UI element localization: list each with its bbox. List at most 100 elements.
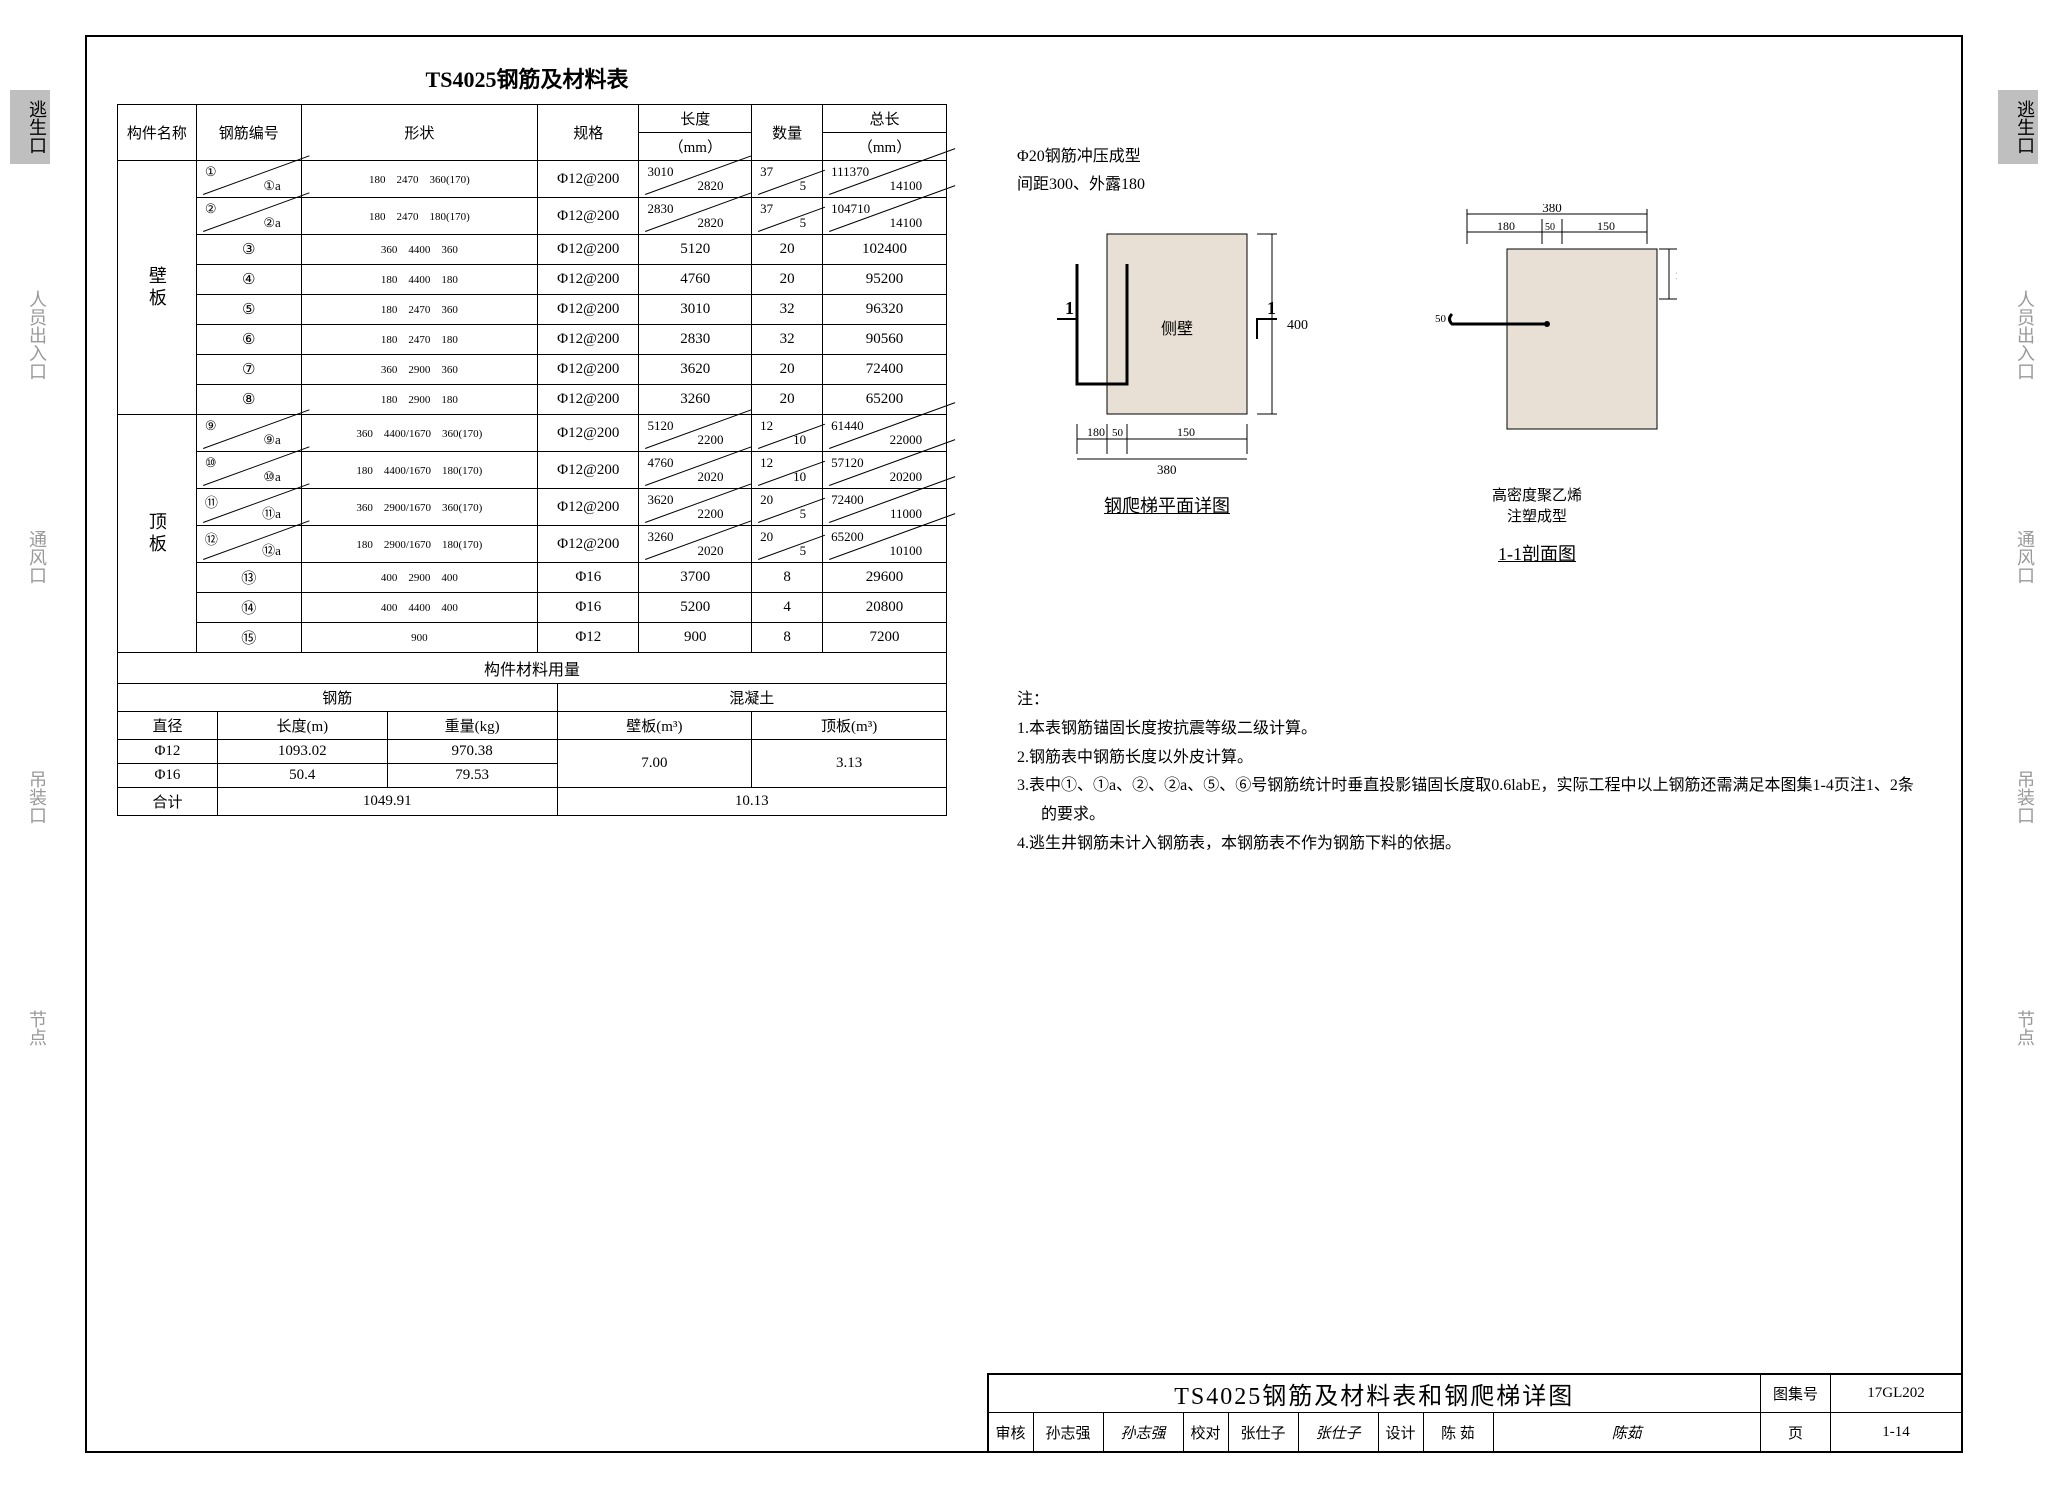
- cell-qty: 1210: [752, 452, 823, 489]
- cell-qty: 375: [752, 198, 823, 235]
- table-row: ⑩⑩a180 4400/1670 180(170)Φ12@20047602020…: [118, 452, 947, 489]
- cell-qty: 205: [752, 489, 823, 526]
- svg-text:380: 380: [1542, 204, 1562, 215]
- cell-shape: 180 4400 180: [301, 265, 538, 295]
- th-total-unit: （mm）: [823, 133, 947, 161]
- svg-text:180: 180: [1087, 425, 1105, 439]
- tb-page: 1-14: [1831, 1413, 1961, 1451]
- th-total: 总长: [823, 105, 947, 133]
- col-top: 顶板(m³): [752, 711, 947, 739]
- table-row: ⑮900Φ1290087200: [118, 623, 947, 653]
- mat-total-row: 合计 1049.91 10.13: [118, 787, 947, 815]
- cell-len: 30102820: [639, 161, 752, 198]
- cell-spec: Φ12@200: [538, 452, 639, 489]
- cell-total: 11137014100: [823, 161, 947, 198]
- cell-no: ⑬: [196, 563, 301, 593]
- drawing-frame: TS4025钢筋及材料表 构件名称 钢筋编号 形状 规格 长度 数量 总长 （m…: [85, 35, 1963, 1453]
- tb-page-lbl: 页: [1761, 1413, 1831, 1451]
- plan-title: 钢爬梯平面详图: [1104, 492, 1230, 518]
- cell-shape: 180 4400/1670 180(170): [301, 452, 538, 489]
- cell-no: ⑪⑪a: [196, 489, 301, 526]
- cell-shape: 900: [301, 623, 538, 653]
- col-len: 长度(m): [217, 711, 387, 739]
- cell-shape: 360 2900/1670 360(170): [301, 489, 538, 526]
- cell-qty: 4: [752, 593, 823, 623]
- table-row: 壁板①①a180 2470 360(170)Φ12@20030102820375…: [118, 161, 947, 198]
- cell-spec: Φ16: [538, 563, 639, 593]
- cell-qty: 8: [752, 563, 823, 593]
- content-area: TS4025钢筋及材料表 构件名称 钢筋编号 形状 规格 长度 数量 总长 （m…: [117, 62, 1931, 1361]
- cell-len: 4760: [639, 265, 752, 295]
- svg-text:50: 50: [1435, 313, 1447, 325]
- cell-total: 7240011000: [823, 489, 947, 526]
- cell-qty: 205: [752, 526, 823, 563]
- mat-rebar-hd: 钢筋: [118, 683, 558, 711]
- cell-qty: 8: [752, 623, 823, 653]
- th-component: 构件名称: [118, 105, 197, 161]
- cell-no: ⑥: [196, 325, 301, 355]
- th-qty: 数量: [752, 105, 823, 161]
- cell-total: 20800: [823, 593, 947, 623]
- tab-node-right[interactable]: 节点: [1998, 1000, 2038, 1056]
- tab-personnel-right[interactable]: 人员出入口: [1998, 280, 2038, 390]
- table-row: ③360 4400 360Φ12@200512020102400: [118, 235, 947, 265]
- cell-qty: 1210: [752, 415, 823, 452]
- svg-text:150: 150: [1177, 425, 1195, 439]
- tab-escape-left[interactable]: 逃生口: [10, 90, 50, 164]
- col-wt: 重量(kg): [387, 711, 557, 739]
- cell-len: 3620: [639, 355, 752, 385]
- cell-shape: 400 4400 400: [301, 593, 538, 623]
- notes-list: 1.本表钢筋锚固长度按抗震等级二级计算。2.钢筋表中钢筋长度以外皮计算。3.表中…: [1017, 715, 1921, 859]
- cell: 10.13: [557, 787, 947, 815]
- note-item: 3.表中①、①a、②、②a、⑤、⑥号钢筋统计时垂直投影锚固长度取0.6labE，…: [1017, 772, 1921, 830]
- cell-len: 32602020: [639, 526, 752, 563]
- col-wall: 壁板(m³): [557, 711, 752, 739]
- tab-escape-right[interactable]: 逃生口: [1998, 90, 2038, 164]
- svg-text:380: 380: [1157, 462, 1177, 477]
- cell-spec: Φ12@200: [538, 198, 639, 235]
- tab-vent-left[interactable]: 通风口: [10, 520, 50, 594]
- title-block: TS4025钢筋及材料表和钢爬梯详图 图集号 17GL202 审核 孙志强 孙志…: [987, 1373, 1961, 1451]
- svg-text:100: 100: [1675, 270, 1677, 282]
- cell-total: 96320: [823, 295, 947, 325]
- tb-review-sig: 孙志强: [1104, 1413, 1184, 1451]
- table-row: ⑭400 4400 400Φ165200420800: [118, 593, 947, 623]
- cell-qty: 375: [752, 161, 823, 198]
- cell-qty: 20: [752, 235, 823, 265]
- cell-len: 3700: [639, 563, 752, 593]
- tab-vent-right[interactable]: 通风口: [1998, 520, 2038, 594]
- table-row: ⑫⑫a180 2900/1670 180(170)Φ12@20032602020…: [118, 526, 947, 563]
- cell-total: 5712020200: [823, 452, 947, 489]
- notes-block: 注： 1.本表钢筋锚固长度按抗震等级二级计算。2.钢筋表中钢筋长度以外皮计算。3…: [1017, 686, 1921, 859]
- cell-no: ③: [196, 235, 301, 265]
- tb-check-lbl: 校对: [1184, 1413, 1229, 1451]
- mat-row: Φ12 1093.02 970.38 7.00 3.13: [118, 739, 947, 763]
- section-title: 1-1剖面图: [1498, 540, 1576, 566]
- svg-text:50: 50: [1112, 427, 1124, 439]
- table-row: ⑪⑪a360 2900/1670 360(170)Φ12@20036202200…: [118, 489, 947, 526]
- tab-hoist-right[interactable]: 吊装口: [1998, 760, 2038, 834]
- cell-total: 72400: [823, 355, 947, 385]
- cell-shape: 180 2470 180(170): [301, 198, 538, 235]
- cell-spec: Φ12: [538, 623, 639, 653]
- tb-main-title: TS4025钢筋及材料表和钢爬梯详图: [989, 1375, 1761, 1413]
- tab-node-left[interactable]: 节点: [10, 1000, 50, 1056]
- tab-personnel-left[interactable]: 人员出入口: [10, 280, 50, 390]
- th-shape: 形状: [301, 105, 538, 161]
- cell-spec: Φ12@200: [538, 385, 639, 415]
- cell-total: 6144022000: [823, 415, 947, 452]
- table-row: ②②a180 2470 180(170)Φ12@2002830282037510…: [118, 198, 947, 235]
- cell: 1049.91: [217, 787, 557, 815]
- mat-label: 高密度聚乙烯: [1397, 484, 1677, 505]
- cell: 3.13: [752, 739, 947, 787]
- right-panel: Φ20钢筋冲压成型 间距300、外露180 侧壁 1 1: [1017, 142, 1921, 859]
- tab-hoist-left[interactable]: 吊装口: [10, 760, 50, 834]
- table-row: ⑬400 2900 400Φ163700829600: [118, 563, 947, 593]
- plan-diagram: 侧壁 1 1 400: [1017, 204, 1317, 518]
- cell-total: 6520010100: [823, 526, 947, 563]
- group-name: 顶板: [118, 415, 197, 653]
- plan-svg: 侧壁 1 1 400: [1017, 204, 1317, 484]
- cell-len: 2830: [639, 325, 752, 355]
- cell-spec: Φ12@200: [538, 295, 639, 325]
- cell: 7.00: [557, 739, 752, 787]
